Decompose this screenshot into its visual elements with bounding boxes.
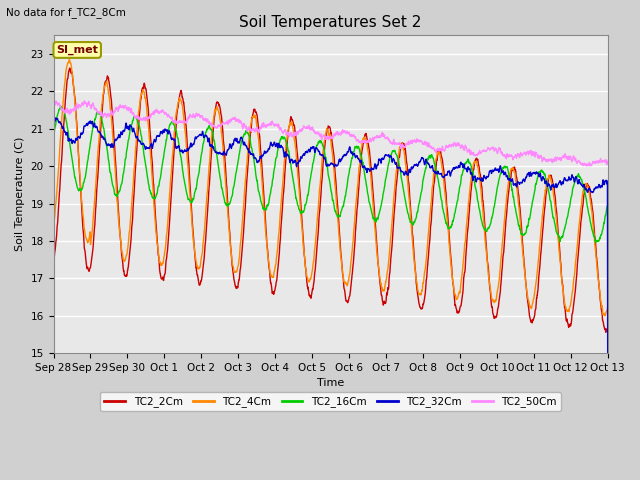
Y-axis label: Soil Temperature (C): Soil Temperature (C) [15,137,25,252]
Text: SI_met: SI_met [56,45,98,55]
Title: Soil Temperatures Set 2: Soil Temperatures Set 2 [239,15,422,30]
Legend: TC2_2Cm, TC2_4Cm, TC2_16Cm, TC2_32Cm, TC2_50Cm: TC2_2Cm, TC2_4Cm, TC2_16Cm, TC2_32Cm, TC… [100,392,561,411]
X-axis label: Time: Time [317,378,344,388]
Text: No data for f_TC2_8Cm: No data for f_TC2_8Cm [6,7,126,18]
